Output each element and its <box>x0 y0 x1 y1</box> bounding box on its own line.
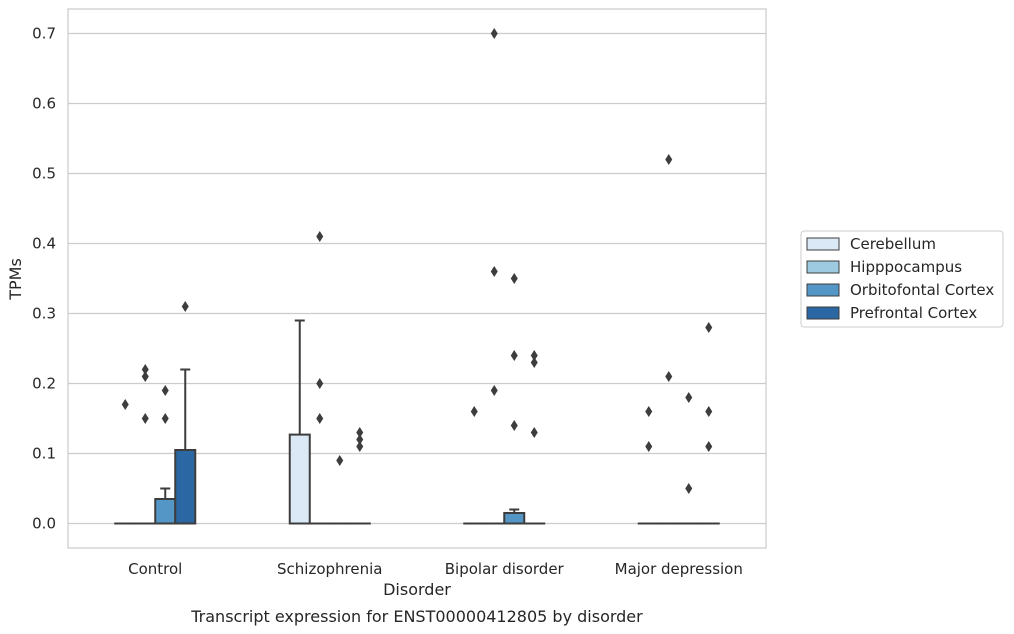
box-group-prefrontal-cortex <box>348 427 371 525</box>
outlier-point <box>645 441 653 452</box>
outlier-point <box>705 406 713 417</box>
box-orbitofontal-cortex <box>503 512 526 525</box>
outlier-point <box>510 420 518 431</box>
plot-frame <box>67 8 767 549</box>
outlier-point <box>141 371 149 382</box>
y-tick-label: 0.3 <box>32 305 56 323</box>
legend-swatch-hipppocampus <box>806 260 840 274</box>
box-group-orbitofontal-cortex <box>503 273 526 525</box>
outlier-point <box>356 441 364 452</box>
outlier-point <box>470 406 478 417</box>
box-group-cerebellum <box>114 399 137 525</box>
legend-label-hipppocampus: Hipppocampus <box>850 258 962 276</box>
outlier-point <box>336 455 344 466</box>
box-group-prefrontal-cortex <box>697 322 720 525</box>
y-tick-label: 0.0 <box>32 515 56 533</box>
outlier-point <box>141 364 149 375</box>
outlier-point <box>510 350 518 361</box>
outlier-point <box>316 413 324 424</box>
y-axis-label: TPMs <box>6 258 25 301</box>
outlier-point <box>161 385 169 396</box>
legend-swatch-prefrontal-cortex <box>806 306 840 320</box>
outlier-point <box>530 357 538 368</box>
x-tick-label: Bipolar disorder <box>445 560 565 578</box>
x-axis-label: Disorder <box>383 580 451 599</box>
outlier-point <box>665 371 673 382</box>
outlier-point <box>705 322 713 333</box>
box-orbitofontal-cortex <box>154 498 177 525</box>
x-tick-label: Major depression <box>615 560 743 578</box>
outlier-point <box>141 413 149 424</box>
outlier-point <box>121 399 129 410</box>
outlier-point <box>490 266 498 277</box>
box-group-hipppocampus <box>134 364 157 525</box>
y-tick-label: 0.4 <box>32 235 56 253</box>
plot-marks <box>114 28 720 525</box>
gridlines <box>68 32 766 525</box>
box-group-hipppocampus <box>483 28 506 525</box>
box-group-orbitofontal-cortex <box>677 392 700 525</box>
y-tick-label: 0.2 <box>32 375 56 393</box>
box-cerebellum <box>288 433 311 525</box>
box-group-hipppocampus <box>657 154 680 525</box>
y-tick-label: 0.7 <box>32 25 56 43</box>
outlier-point <box>665 154 673 165</box>
outlier-point <box>685 483 693 494</box>
outlier-point <box>490 385 498 396</box>
y-tick-label: 0.6 <box>32 95 56 113</box>
box-group-cerebellum <box>463 406 486 525</box>
box-group-orbitofontal-cortex <box>154 385 177 525</box>
legend-swatch-orbitofontal-cortex <box>806 283 840 297</box>
chart-title: Transcript expression for ENST0000041280… <box>190 607 643 626</box>
legend: Cerebellum Hipppocampus Orbitofontal Cor… <box>800 230 1004 328</box>
legend-label-cerebellum: Cerebellum <box>850 235 936 253</box>
x-tick-label: Control <box>128 560 182 578</box>
box-group-orbitofontal-cortex <box>328 455 351 525</box>
outlier-point <box>685 392 693 403</box>
outlier-point <box>161 413 169 424</box>
y-tick-label: 0.5 <box>32 165 56 183</box>
legend-label-orbitofontal-cortex: Orbitofontal Cortex <box>850 281 994 299</box>
box-group-prefrontal-cortex <box>174 301 197 525</box>
legend-label-prefrontal-cortex: Prefrontal Cortex <box>850 304 977 322</box>
outlier-point <box>316 378 324 389</box>
outlier-point <box>530 427 538 438</box>
box-group-cerebellum <box>288 319 311 525</box>
outlier-point <box>530 350 538 361</box>
outlier-point <box>316 231 324 242</box>
box-group-cerebellum <box>637 406 660 525</box>
outlier-point <box>705 441 713 452</box>
outlier-point <box>356 427 364 438</box>
box-group-hipppocampus <box>308 231 331 525</box>
outlier-point <box>510 273 518 284</box>
outlier-point <box>356 434 364 445</box>
legend-swatch-cerebellum <box>806 237 840 251</box>
x-tick-labels: Control Schizophrenia Bipolar disorder Majo… <box>128 560 743 578</box>
box-prefrontal-cortex <box>174 449 197 525</box>
y-tick-label: 0.1 <box>32 445 56 463</box>
outlier-point <box>181 301 189 312</box>
x-tick-label: Schizophrenia <box>277 560 382 578</box>
legend-frame <box>800 230 1004 328</box>
y-tick-labels: 0.0 0.1 0.2 0.3 0.4 0.5 0.6 0.7 <box>32 25 56 533</box>
outlier-point <box>645 406 653 417</box>
outlier-point <box>490 28 498 39</box>
box-group-prefrontal-cortex <box>523 350 546 525</box>
